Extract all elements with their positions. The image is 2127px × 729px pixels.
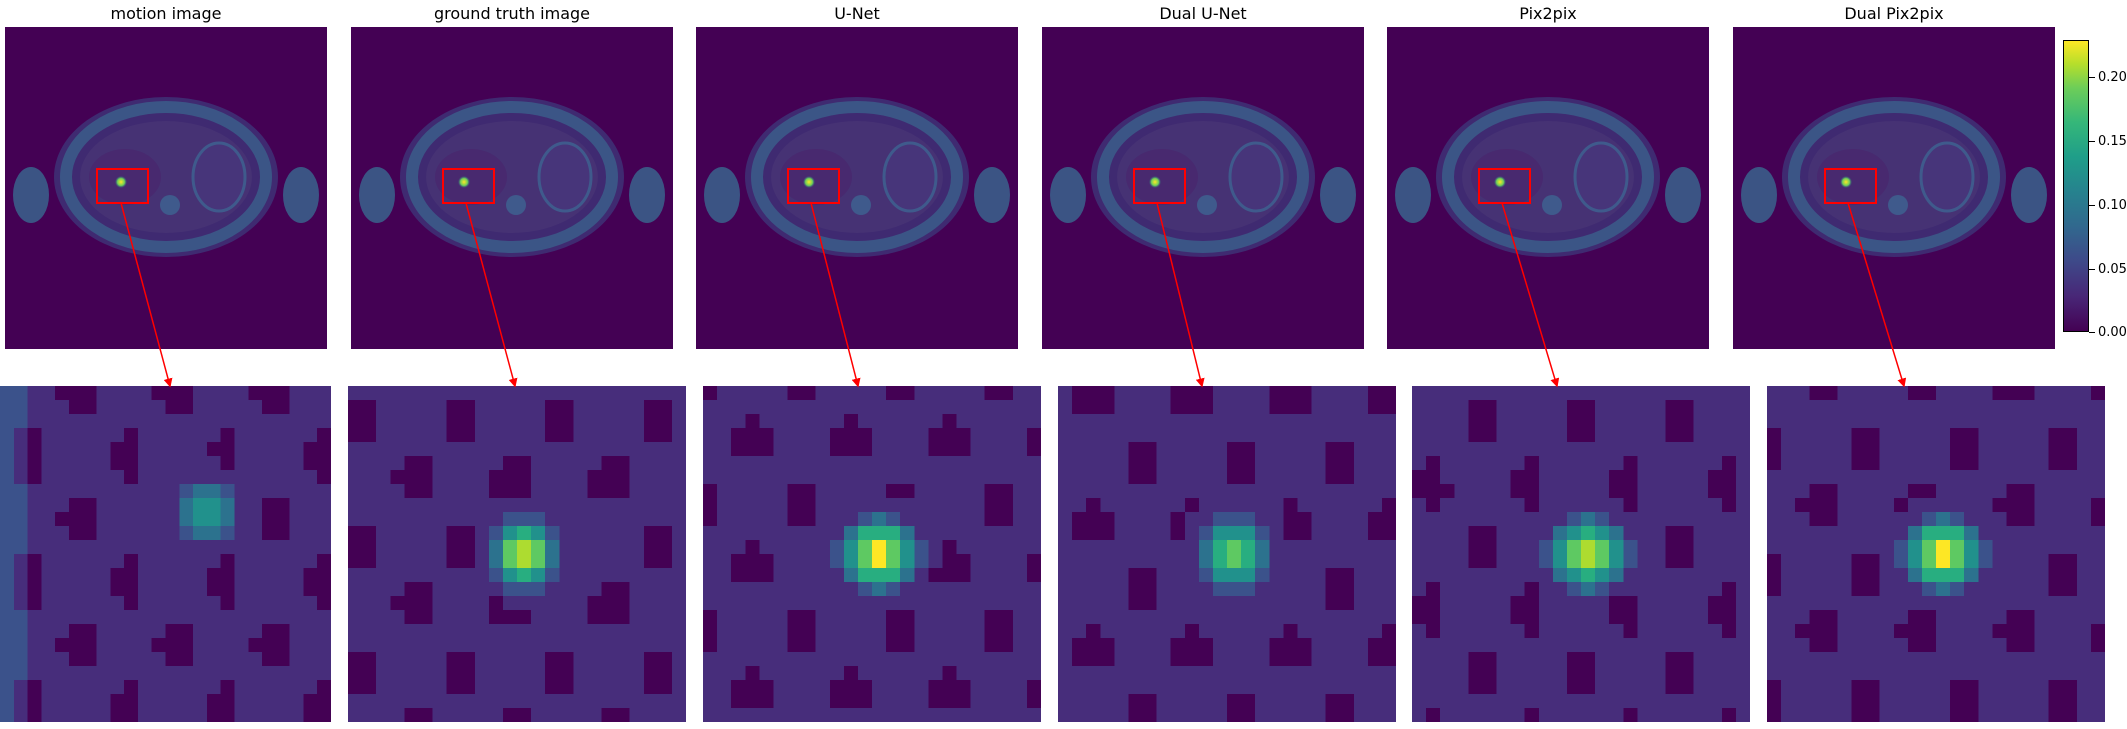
colorbar-tick (2089, 332, 2095, 333)
colorbar-tick-label: 0.20 (2098, 70, 2127, 85)
panel-title-dual-unet: Dual U-Net (1159, 4, 1247, 23)
colorbar-tick-label: 0.05 (2098, 262, 2127, 277)
colorbar-tick (2089, 141, 2095, 142)
slice-image-motion (5, 27, 327, 349)
panel-title-pix2pix: Pix2pix (1519, 4, 1577, 23)
slice-image-ground-truth (351, 27, 673, 349)
colorbar (2063, 40, 2089, 332)
zoom-image-pix2pix (1412, 386, 1750, 722)
slice-image-dual-unet (1042, 27, 1364, 349)
slice-image-unet (696, 27, 1018, 349)
zoom-image-dual-unet (1058, 386, 1396, 722)
panel-title-motion: motion image (110, 4, 222, 23)
slice-image-dual-pix2pix (1733, 27, 2055, 349)
zoom-image-ground-truth (348, 386, 686, 722)
zoom-image-motion (0, 386, 331, 722)
colorbar-tick-label: 0.15 (2098, 134, 2127, 149)
slice-image-pix2pix (1387, 27, 1709, 349)
panel-title-unet: U-Net (834, 4, 880, 23)
colorbar-tick (2089, 269, 2095, 270)
zoom-image-dual-pix2pix (1767, 386, 2105, 722)
colorbar-tick (2089, 205, 2095, 206)
colorbar-tick (2089, 77, 2095, 78)
panel-title-dual-pix2pix: Dual Pix2pix (1844, 4, 1944, 23)
panel-title-ground-truth: ground truth image (433, 4, 591, 23)
colorbar-tick-label: 0.10 (2098, 198, 2127, 213)
zoom-image-unet (703, 386, 1041, 722)
colorbar-tick-label: 0.00 (2098, 325, 2127, 340)
